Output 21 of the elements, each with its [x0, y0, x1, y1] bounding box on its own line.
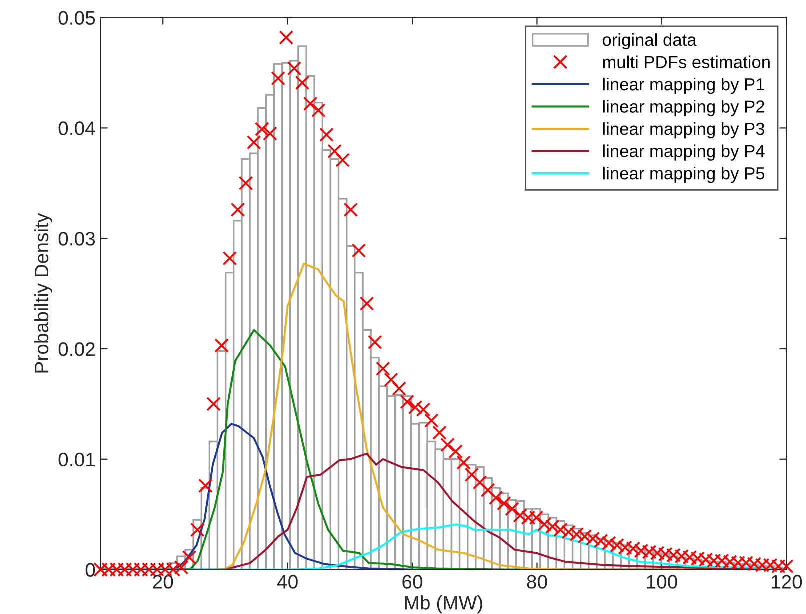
- x-axis-title: Mb (MW): [405, 596, 482, 614]
- legend-label: linear mapping by P5: [603, 166, 765, 184]
- x-tick-label: 100: [647, 575, 678, 589]
- y-tick-label: 0: [86, 563, 96, 578]
- y-tick-label: 0.05: [58, 11, 96, 26]
- y-tick-label: 0.01: [58, 452, 95, 467]
- y-tick-label: 0.04: [58, 122, 96, 136]
- x-tick-label: 40: [277, 575, 298, 589]
- legend-label: linear mapping by P1: [603, 78, 764, 94]
- legend-label: linear mapping by P4: [603, 144, 765, 161]
- x-tick-label: 120: [772, 575, 802, 589]
- y-tick-label: 0.03: [58, 232, 96, 246]
- x-tick-label: 60: [402, 575, 423, 589]
- legend-label: linear mapping by P3: [603, 122, 765, 139]
- y-axis-title: Probabiltiy Density: [34, 213, 52, 373]
- x-tick-label: 80: [527, 575, 548, 589]
- legend-label: original data: [602, 33, 697, 50]
- legend-label: multi PDFs estimation: [603, 56, 770, 68]
- y-tick-label: 0.02: [58, 342, 95, 356]
- x-tick-label: 20: [153, 575, 174, 589]
- legend-label: linear mapping by P2: [603, 100, 764, 116]
